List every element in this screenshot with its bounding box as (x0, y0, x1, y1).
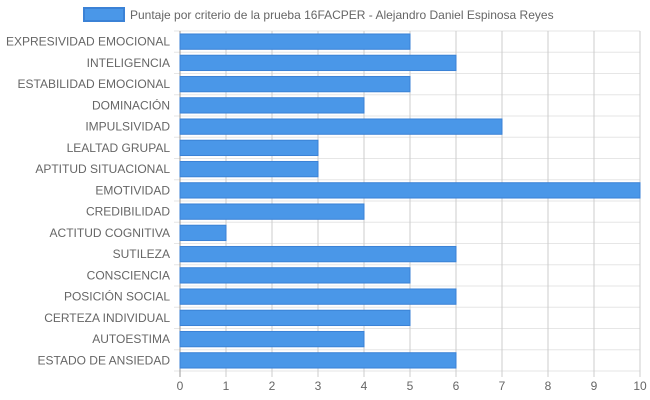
category-label: CERTEZA INDIVIDUAL (44, 311, 170, 325)
legend[interactable]: Puntaje por criterio de la prueba 16FACP… (83, 7, 554, 22)
legend-swatch[interactable] (83, 7, 125, 22)
x-tick-label: 5 (407, 379, 414, 393)
legend-label[interactable]: Puntaje por criterio de la prueba 16FACP… (130, 8, 554, 22)
category-label: LEALTAD GRUPAL (67, 141, 171, 155)
category-labels: EXPRESIVIDAD EMOCIONAL INTELIGENCIA ESTABI… (6, 35, 170, 368)
bars (179, 33, 641, 369)
category-label: IMPULSIVIDAD (85, 120, 170, 134)
category-label: APTITUD SITUACIONAL (35, 162, 170, 176)
category-label: POSICIÓN SOCIAL (64, 289, 170, 304)
category-label: AUTOESTIMA (92, 332, 170, 346)
x-tick-label: 10 (633, 379, 647, 393)
bar[interactable] (179, 203, 365, 220)
bar[interactable] (179, 224, 227, 242)
category-label: EMOTIVIDAD (95, 183, 170, 197)
bar[interactable] (179, 33, 411, 50)
x-tick-label: 7 (499, 379, 506, 393)
bar[interactable] (179, 267, 411, 284)
bar[interactable] (179, 97, 365, 114)
bar[interactable] (179, 118, 503, 135)
bar[interactable] (179, 160, 319, 178)
x-tick-label: 3 (315, 379, 322, 393)
bar[interactable] (179, 330, 365, 348)
bar[interactable] (179, 139, 319, 157)
category-label: ACTITUD COGNITIVA (50, 226, 170, 240)
bar[interactable] (179, 309, 411, 327)
x-tick-label: 8 (545, 379, 552, 393)
category-label: INTELIGENCIA (87, 56, 170, 70)
x-tick-label: 4 (361, 379, 368, 393)
bar[interactable] (179, 288, 457, 305)
x-tick-label: 2 (269, 379, 276, 393)
category-label: ESTABILIDAD EMOCIONAL (18, 77, 171, 91)
x-tick-label: 1 (223, 379, 230, 393)
category-label: CREDIBILIDAD (86, 205, 170, 219)
bar[interactable] (179, 245, 457, 263)
bar[interactable] (179, 75, 411, 93)
bar[interactable] (179, 182, 641, 199)
x-tick-label: 9 (591, 379, 598, 393)
x-tick-label: 0 (177, 379, 184, 393)
x-axis-ticks: 0 1 2 3 4 5 6 7 8 9 10 (177, 379, 647, 393)
category-label: SUTILEZA (113, 247, 170, 261)
category-label: CONSCIENCIA (87, 268, 170, 282)
bar[interactable] (179, 352, 457, 369)
category-label: DOMINACIÓN (92, 97, 170, 112)
x-tick-label: 6 (453, 379, 460, 393)
category-label: ESTADO DE ANSIEDAD (38, 353, 171, 367)
bar[interactable] (179, 54, 457, 72)
category-label: EXPRESIVIDAD EMOCIONAL (6, 35, 170, 49)
